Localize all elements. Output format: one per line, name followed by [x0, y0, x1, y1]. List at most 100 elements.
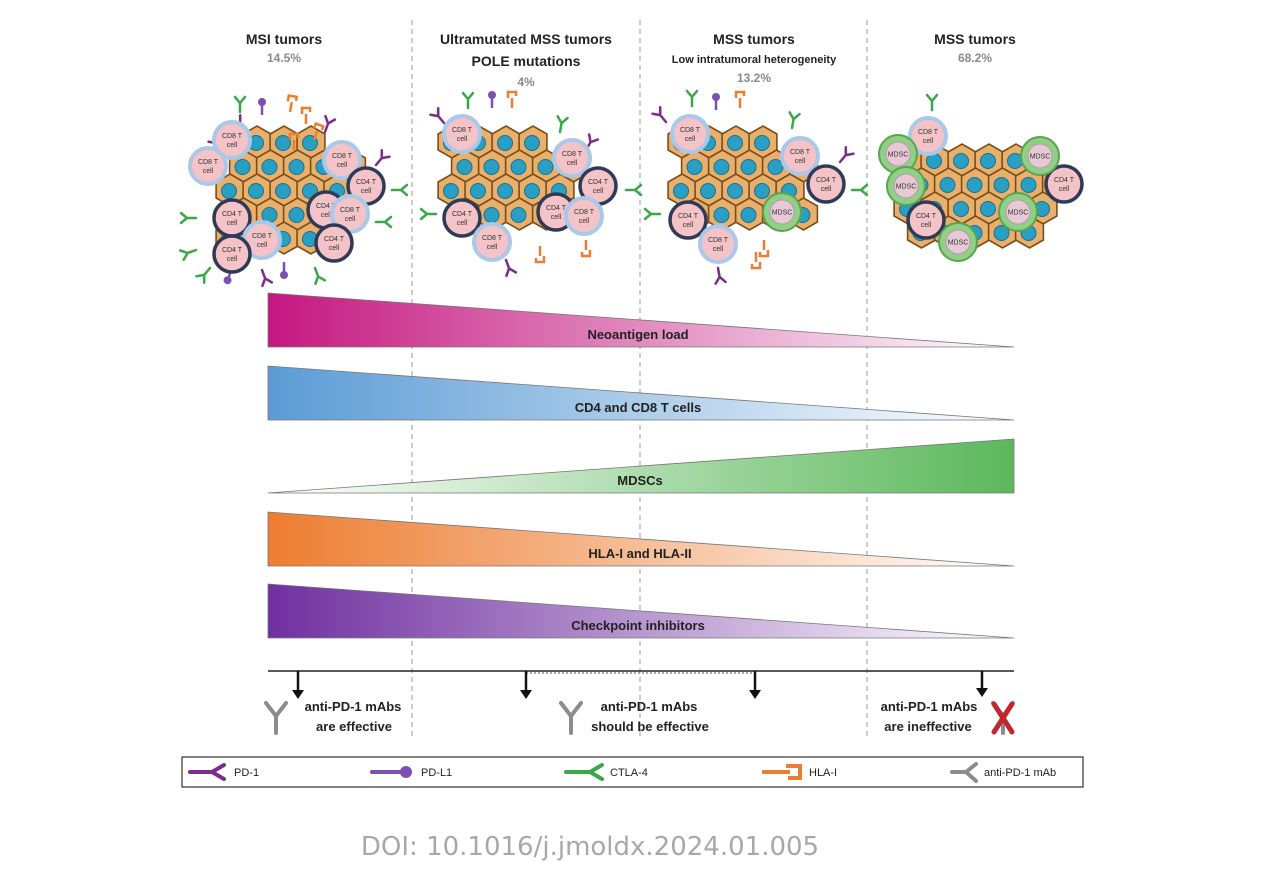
cross-icon	[991, 701, 1015, 735]
bar-checkpoint-inhibitors	[267, 583, 1015, 639]
legend-label-pdl1: PD-L1	[421, 767, 452, 779]
cell-word-label: cell	[227, 256, 238, 263]
column-headers: MSI tumors 14.5% Ultramutated MSS tumors…	[246, 31, 1016, 89]
cell-type-label: CD8 T	[574, 209, 595, 216]
outcome-ineffective-line1: anti-PD-1 mAbs	[881, 699, 978, 714]
surface-receptor	[323, 114, 337, 134]
tumor-nucleus	[727, 183, 743, 199]
cell-type-label: CD4 T	[356, 179, 377, 186]
column-title-ultramutated: Ultramutated MSS tumors	[440, 31, 612, 47]
hla-molecule	[312, 121, 325, 141]
tumor-nucleus	[686, 159, 703, 175]
bar-label-checkpoint-inhibitors: Checkpoint inhibitors	[571, 618, 705, 633]
arrow-down-icon	[976, 671, 988, 697]
surface-receptor	[624, 183, 643, 197]
surface-receptor	[788, 111, 801, 130]
surface-receptor	[714, 266, 727, 285]
tumor-nucleus	[234, 159, 251, 175]
cell-word-label: cell	[321, 212, 332, 219]
tumor-nucleus	[980, 201, 996, 217]
cd8-t-cell: CD8 T cell	[564, 196, 604, 236]
hla-molecule	[758, 240, 770, 258]
arrow-down-icon	[749, 671, 761, 699]
surface-receptor	[850, 183, 869, 197]
antibody-icon	[559, 701, 583, 735]
surface-receptor	[260, 268, 274, 288]
cell-type-label: CD8 T	[562, 151, 583, 158]
cell-word-label: cell	[685, 136, 696, 143]
column-title-mss: MSS tumors	[934, 31, 1016, 47]
cell-word-label: cell	[203, 168, 214, 175]
mdsc-cell: MDSC	[1020, 136, 1060, 176]
cd8-t-cell: CD8 T cell	[670, 114, 710, 154]
surface-receptor	[429, 107, 446, 125]
mdsc-cell: MDSC	[886, 166, 926, 206]
cell-type-label: CD4 T	[916, 213, 937, 220]
cell-type-label: CD8 T	[708, 237, 729, 244]
bar-hla	[267, 511, 1015, 567]
cell-type-label: CD4 T	[816, 177, 837, 184]
surface-receptor	[233, 95, 247, 114]
column-percent-mss-low: 13.2%	[737, 71, 771, 85]
cell-word-label: cell	[921, 222, 932, 229]
tumor-nucleus	[754, 183, 770, 199]
cell-type-label: CD8 T	[340, 207, 361, 214]
bar-label-mdscs: MDSCs	[617, 473, 663, 488]
tumor-cell-group	[667, 125, 819, 231]
arrow-down-icon	[520, 671, 532, 699]
hla-molecule	[580, 240, 592, 258]
cell-word-label: cell	[1059, 186, 1070, 193]
cd8-t-cell: CD8 T cell	[472, 222, 512, 262]
tumor-nucleus	[261, 159, 278, 175]
tumor-nucleus	[713, 159, 730, 175]
pd1-receptor-icon	[188, 763, 226, 781]
cell-type-label: CD8 T	[252, 233, 273, 240]
cell-type-label: CD4 T	[546, 205, 567, 212]
tumor-nucleus	[221, 183, 237, 199]
bar-label-t-cells: CD4 and CD8 T cells	[575, 400, 701, 415]
cell-word-label: cell	[227, 220, 238, 227]
cell-type-label: CD8 T	[918, 129, 939, 136]
cd8-t-cell: CD8 T cell	[442, 114, 482, 154]
cell-word-label: cell	[593, 188, 604, 195]
tumor-nucleus	[275, 183, 291, 199]
mdsc-label: MDSC	[896, 184, 917, 191]
pdl1-ligand	[280, 262, 288, 279]
cell-type-label: CD8 T	[198, 159, 219, 166]
tumor-nucleus	[966, 177, 983, 193]
tumor-nucleus	[727, 135, 743, 151]
outcome-effective-line1: anti-PD-1 mAbs	[305, 699, 402, 714]
column-percent-msi: 14.5%	[267, 51, 301, 65]
surface-receptor	[461, 91, 475, 110]
cell-type-label: CD8 T	[790, 149, 811, 156]
cd8-t-cell: CD8 T cell	[188, 146, 228, 186]
cell-type-label: CD8 T	[332, 153, 353, 160]
cd8-t-cell: CD8 T cell	[242, 220, 282, 260]
outcome-should-line2: should be effective	[591, 719, 709, 734]
surface-receptor	[374, 149, 391, 167]
cell-word-label: cell	[567, 160, 578, 167]
tumor-nucleus	[939, 177, 956, 193]
column-title-mss-low: MSS tumors	[713, 31, 795, 47]
legend: PD-1 PD-L1 CTLA-4 HLA-I anti-PD-1 mAb	[181, 756, 1084, 788]
surface-receptor	[643, 207, 662, 221]
legend-label-ctla4: CTLA-4	[610, 767, 648, 779]
tumor-nucleus	[443, 183, 459, 199]
tumor-nucleus	[713, 207, 730, 223]
cell-type-label: CD4 T	[678, 213, 699, 220]
outcome-ineffective-line2: are ineffective	[884, 719, 971, 734]
cell-word-label: cell	[345, 216, 356, 223]
hla-i-icon	[762, 764, 802, 780]
cell-word-label: cell	[487, 244, 498, 251]
tumor-nucleus	[497, 183, 513, 199]
cell-word-label: cell	[923, 138, 934, 145]
tumor-nucleus	[993, 177, 1010, 193]
column-subtitle-mss-low: Low intratumoral heterogeneity	[672, 54, 837, 66]
cell-word-label: cell	[337, 162, 348, 169]
cell-word-label: cell	[795, 158, 806, 165]
cd4-t-cell: CD4 T cell	[442, 198, 482, 238]
tumor-nucleus	[673, 183, 689, 199]
cell-type-label: CD4 T	[452, 211, 473, 218]
cell-type-label: CD8 T	[680, 127, 701, 134]
